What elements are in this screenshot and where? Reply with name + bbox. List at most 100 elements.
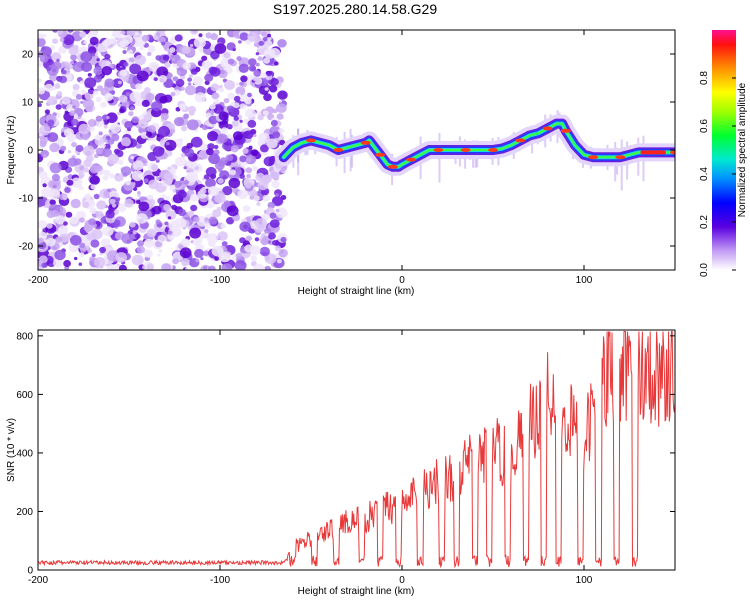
noise-dot: [208, 66, 218, 75]
colorbar-tick-label: 0.8: [699, 71, 710, 85]
noise-dot: [208, 200, 214, 206]
noise-dot: [109, 173, 115, 179]
ridge-peak: [670, 150, 675, 155]
noise-dot: [39, 141, 47, 148]
noise-dot: [54, 249, 66, 261]
noise-dot: [132, 230, 137, 235]
noise-dot: [62, 34, 75, 45]
noise-dot: [190, 30, 199, 35]
snr-panel: -200 -100 0 100 0 200 400 600 800 Height of stra…: [6, 329, 676, 597]
noise-dot: [227, 105, 234, 112]
noise-dot: [156, 176, 161, 181]
noise-dot: [164, 139, 177, 151]
noise-dot: [253, 77, 258, 82]
noise-dot: [109, 198, 116, 205]
noise-dot: [96, 58, 100, 62]
noise-dot: [38, 220, 48, 229]
noise-dot: [148, 61, 160, 72]
noise-dot: [167, 230, 173, 235]
noise-dot: [120, 166, 132, 176]
noise-dot: [211, 245, 224, 257]
noise-dot: [138, 201, 150, 212]
noise-dot: [137, 191, 141, 195]
noise-dot: [111, 133, 120, 142]
noise-dot: [100, 101, 107, 108]
noise-dot: [263, 57, 270, 64]
noise-dot: [253, 134, 257, 138]
x-tick-label-top: -200: [28, 275, 48, 286]
noise-dot: [158, 75, 167, 83]
noise-dot: [270, 119, 278, 127]
noise-dot: [178, 244, 184, 250]
noise-dot: [55, 236, 63, 243]
noise-dot: [175, 107, 181, 112]
noise-dot: [258, 40, 265, 46]
colorbar-label: Normalized spectral amplitude: [737, 82, 748, 217]
noise-dot: [161, 263, 172, 270]
noise-dot: [158, 36, 166, 44]
noise-dot: [90, 87, 94, 91]
x-tick-label-bottom: 0: [399, 575, 405, 586]
noise-dot: [46, 66, 51, 72]
noise-dot: [177, 190, 187, 199]
noise-dot: [127, 49, 133, 54]
noise-dot: [263, 198, 268, 202]
colorbar-tick-label: 0.2: [699, 215, 710, 229]
noise-dot: [169, 37, 177, 44]
noise-dot: [38, 237, 44, 244]
noise-dot: [257, 56, 263, 61]
noise-dot: [162, 54, 170, 61]
noise-dot: [232, 187, 239, 194]
ridge-peak: [433, 148, 444, 152]
noise-dot: [270, 78, 279, 86]
colorbar-tick-label: 0.4: [699, 167, 710, 181]
noise-dot: [219, 251, 231, 263]
noise-dot: [144, 87, 151, 93]
noise-dot: [198, 33, 203, 38]
noise-dot: [257, 44, 270, 55]
noise-dot: [261, 31, 267, 37]
noise-dot: [100, 143, 106, 149]
noise-dot: [61, 69, 67, 75]
noise-dot: [276, 103, 287, 113]
noise-dot: [71, 142, 77, 148]
noise-dot: [247, 92, 252, 98]
noise-dot: [152, 205, 162, 215]
noise-dot: [214, 43, 227, 54]
noise-dot: [227, 92, 235, 100]
noise-dot: [78, 123, 90, 135]
noise-dot: [79, 31, 87, 38]
noise-dot: [266, 138, 278, 149]
noise-dot: [111, 203, 117, 208]
noise-dot: [104, 53, 111, 60]
noise-dot: [184, 148, 195, 158]
noise-dot: [183, 113, 190, 119]
noise-dot: [263, 156, 275, 167]
noise-dot: [82, 201, 90, 208]
noise-dot: [190, 204, 198, 212]
noise-dot: [210, 83, 220, 92]
snr-series-line: [38, 331, 675, 569]
noise-dot: [269, 170, 280, 180]
noise-dot: [39, 255, 48, 264]
noise-dot: [132, 187, 138, 191]
noise-dot: [271, 180, 280, 189]
noise-dot: [264, 227, 271, 235]
noise-dot: [93, 193, 100, 200]
ridge-peak: [542, 126, 553, 131]
noise-dot: [267, 201, 276, 209]
noise-dot: [134, 54, 147, 66]
noise-dot: [217, 178, 224, 184]
noise-dot: [276, 259, 282, 264]
noise-dot: [52, 61, 62, 70]
noise-dot: [267, 33, 272, 38]
noise-dot: [280, 236, 287, 243]
y-tick-label-bottom: 800: [16, 331, 33, 342]
noise-dot: [275, 193, 279, 197]
noise-dot: [193, 216, 200, 223]
noise-dot: [276, 113, 284, 120]
y-axis-label-top: Frequency (Hz): [6, 116, 17, 185]
ridge-peak: [488, 148, 498, 152]
noise-dot: [189, 227, 202, 239]
